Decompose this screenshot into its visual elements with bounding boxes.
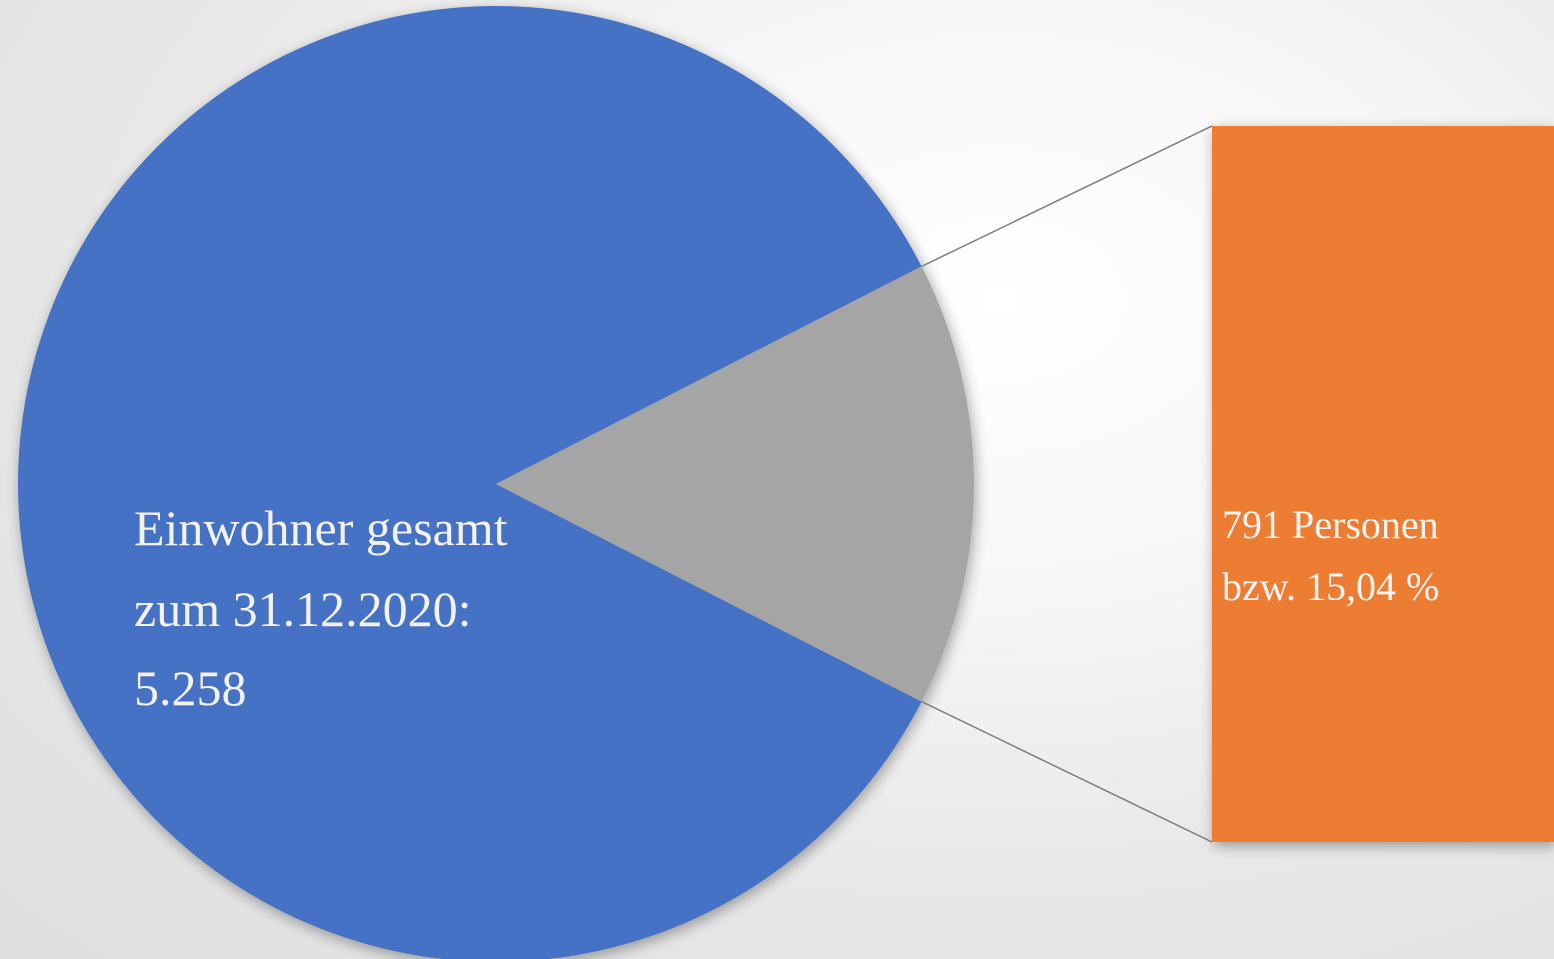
slice-label-line-2: zum 31.12.2020:	[134, 581, 471, 637]
connector-line-bottom	[921, 700, 1213, 843]
pie-group	[18, 6, 974, 959]
slice-label-line-3: 5.258	[134, 660, 247, 716]
pie-slice-einwohner	[18, 6, 922, 959]
bar-label-line-2: bzw. 15,04 %	[1222, 564, 1439, 609]
connector-line-top	[921, 125, 1213, 268]
pie-slice-personen	[496, 266, 974, 702]
slice-label-line-1: Einwohner gesamt	[134, 500, 508, 556]
secondary-bar	[1212, 126, 1554, 842]
slice-label-einwohner: Einwohner gesamt zum 31.12.2020: 5.258	[134, 500, 520, 716]
bar-label-line-1: 791 Personen	[1222, 502, 1439, 547]
bar-label: 791 Personen bzw. 15,04 %	[1222, 502, 1449, 609]
